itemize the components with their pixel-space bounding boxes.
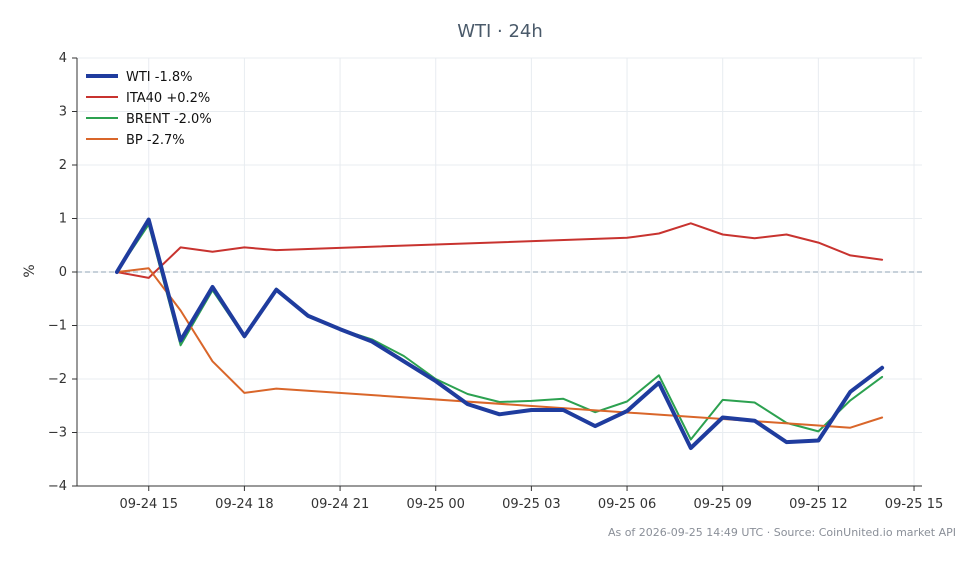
y-tick-label: 2: [59, 158, 67, 173]
y-axis-label: %: [22, 264, 38, 277]
y-tick-label: 4: [59, 51, 67, 66]
series-line-bp: [115, 267, 884, 429]
y-tick-label: −3: [48, 426, 67, 441]
x-tick-label: 09-25 00: [406, 497, 464, 512]
x-tick-label: 09-24 18: [215, 497, 273, 512]
legend: WTI -1.8% ITA40 +0.2% BRENT -2.0% BP -2.7%: [86, 70, 212, 148]
y-tick-label: −4: [48, 479, 67, 494]
legend-label-brent: BRENT -2.0%: [126, 112, 212, 127]
series-line-brent: [115, 223, 884, 441]
y-tick-label: 3: [59, 105, 67, 120]
axes: −4 −3 −2 −1 0 1 2 3 4 09-24 15 09-24 18 09-24 21 09-…: [48, 51, 943, 512]
x-tick-label: 09-24 15: [120, 497, 178, 512]
series-line-wti: [114, 217, 885, 450]
legend-label-bp: BP -2.7%: [126, 133, 185, 148]
series-line-ita40: [115, 222, 884, 279]
x-tick-label: 09-25 09: [693, 497, 751, 512]
x-tick-label: 09-24 21: [311, 497, 369, 512]
legend-label-wti: WTI -1.8%: [126, 70, 192, 85]
chart-title: WTI · 24h: [457, 21, 543, 42]
y-tick-label: 0: [59, 265, 67, 280]
x-tick-label: 09-25 03: [502, 497, 560, 512]
y-tick-label: −1: [48, 319, 67, 334]
footnote: As of 2026-09-25 14:49 UTC · Source: Coi…: [607, 526, 956, 539]
x-tick-label: 09-25 06: [598, 497, 656, 512]
y-tick-label: 1: [59, 212, 67, 227]
grid: [77, 57, 922, 487]
x-tick-label: 09-25 12: [789, 497, 847, 512]
legend-label-ita40: ITA40 +0.2%: [126, 91, 210, 106]
y-tick-label: −2: [48, 372, 67, 387]
series-group: [114, 217, 885, 450]
x-tick-label: 09-25 15: [885, 497, 943, 512]
